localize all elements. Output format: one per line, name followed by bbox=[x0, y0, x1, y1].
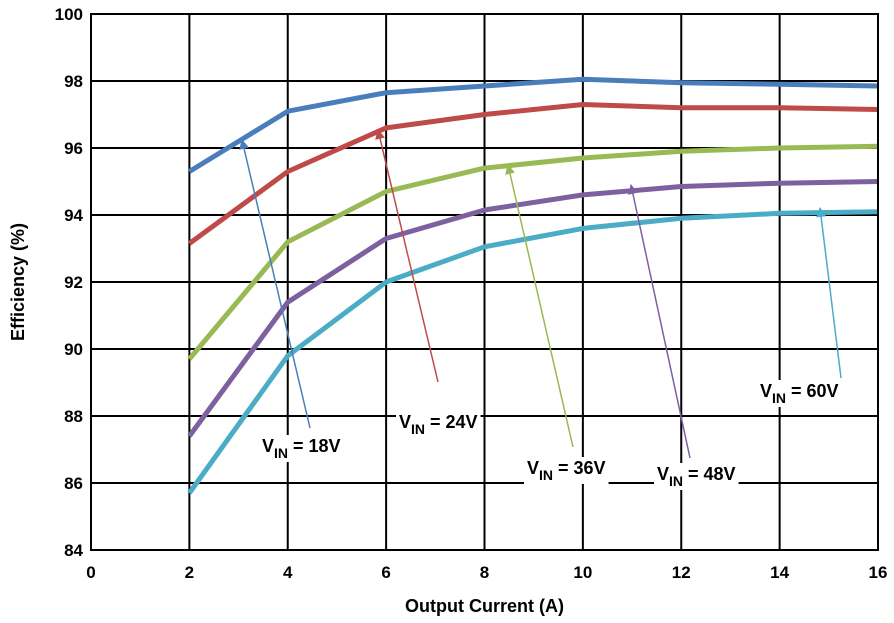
x-tick-label: 2 bbox=[185, 563, 194, 582]
callout-bg bbox=[396, 411, 481, 438]
tick-labels: 0 2 4 6 8 10 12 14 16 84 86 88 90 92 94 96 98 100 bbox=[55, 5, 888, 582]
callout-bg bbox=[259, 435, 344, 462]
series-line-2 bbox=[187, 143, 879, 361]
y-tick-label: 92 bbox=[64, 273, 83, 292]
series-label-sub: IN bbox=[274, 445, 288, 461]
x-tick-label: 8 bbox=[480, 563, 489, 582]
callout-bg bbox=[654, 463, 739, 490]
x-tick-label: 16 bbox=[869, 563, 888, 582]
series-label-sub: IN bbox=[772, 390, 786, 406]
series-label: VIN = 18V bbox=[262, 436, 341, 461]
series-line-0 bbox=[188, 76, 879, 174]
y-axis-title: Efficiency (%) bbox=[8, 223, 28, 341]
y-tick-label: 86 bbox=[64, 474, 83, 493]
series-label-rest: = 36V bbox=[553, 458, 606, 478]
series-label-main: V bbox=[657, 464, 669, 484]
series-label-sub: IN bbox=[411, 421, 425, 437]
x-tick-label: 10 bbox=[573, 563, 592, 582]
x-tick-label: 4 bbox=[283, 563, 293, 582]
series-line-4 bbox=[187, 209, 879, 495]
x-tick-label: 12 bbox=[672, 563, 691, 582]
series-label: VIN = 48V bbox=[657, 464, 736, 489]
callout-arrow bbox=[239, 139, 311, 429]
y-tick-label: 96 bbox=[64, 139, 83, 158]
series-label: VIN = 24V bbox=[399, 412, 478, 437]
y-tick-label: 98 bbox=[64, 72, 83, 91]
callout-arrow bbox=[816, 207, 842, 379]
series-label: VIN = 60V bbox=[760, 381, 839, 406]
x-tick-label: 14 bbox=[770, 563, 789, 582]
series-label-rest: = 60V bbox=[786, 381, 839, 401]
y-tick-label: 90 bbox=[64, 340, 83, 359]
callout-arrow bbox=[375, 129, 439, 383]
x-axis-title: Output Current (A) bbox=[405, 596, 564, 616]
series-label: VIN = 36V bbox=[527, 458, 606, 483]
series-label-sub: IN bbox=[669, 473, 683, 489]
y-tick-label: 88 bbox=[64, 407, 83, 426]
callout-bg bbox=[757, 380, 842, 407]
callout-bg bbox=[524, 457, 609, 484]
series-label-sub: IN bbox=[539, 467, 553, 483]
series-label-main: V bbox=[262, 436, 274, 456]
callout-arrow bbox=[628, 184, 691, 459]
x-tick-label: 6 bbox=[381, 563, 390, 582]
series-line-3 bbox=[187, 179, 879, 438]
series-label-main: V bbox=[399, 412, 411, 432]
series-label-rest: = 18V bbox=[288, 436, 341, 456]
y-tick-label: 94 bbox=[64, 206, 83, 225]
y-tick-label: 100 bbox=[55, 5, 83, 24]
plot-frame bbox=[90, 13, 879, 551]
series-label-main: V bbox=[527, 458, 539, 478]
series-label-main: V bbox=[760, 381, 772, 401]
x-tick-label: 0 bbox=[86, 563, 95, 582]
series-label-rest: = 24V bbox=[425, 412, 478, 432]
y-tick-label: 84 bbox=[64, 541, 83, 560]
series-label-rest: = 48V bbox=[683, 464, 736, 484]
series-line-1 bbox=[187, 102, 879, 246]
callout-arrow bbox=[505, 164, 574, 448]
series-layer bbox=[187, 76, 879, 495]
